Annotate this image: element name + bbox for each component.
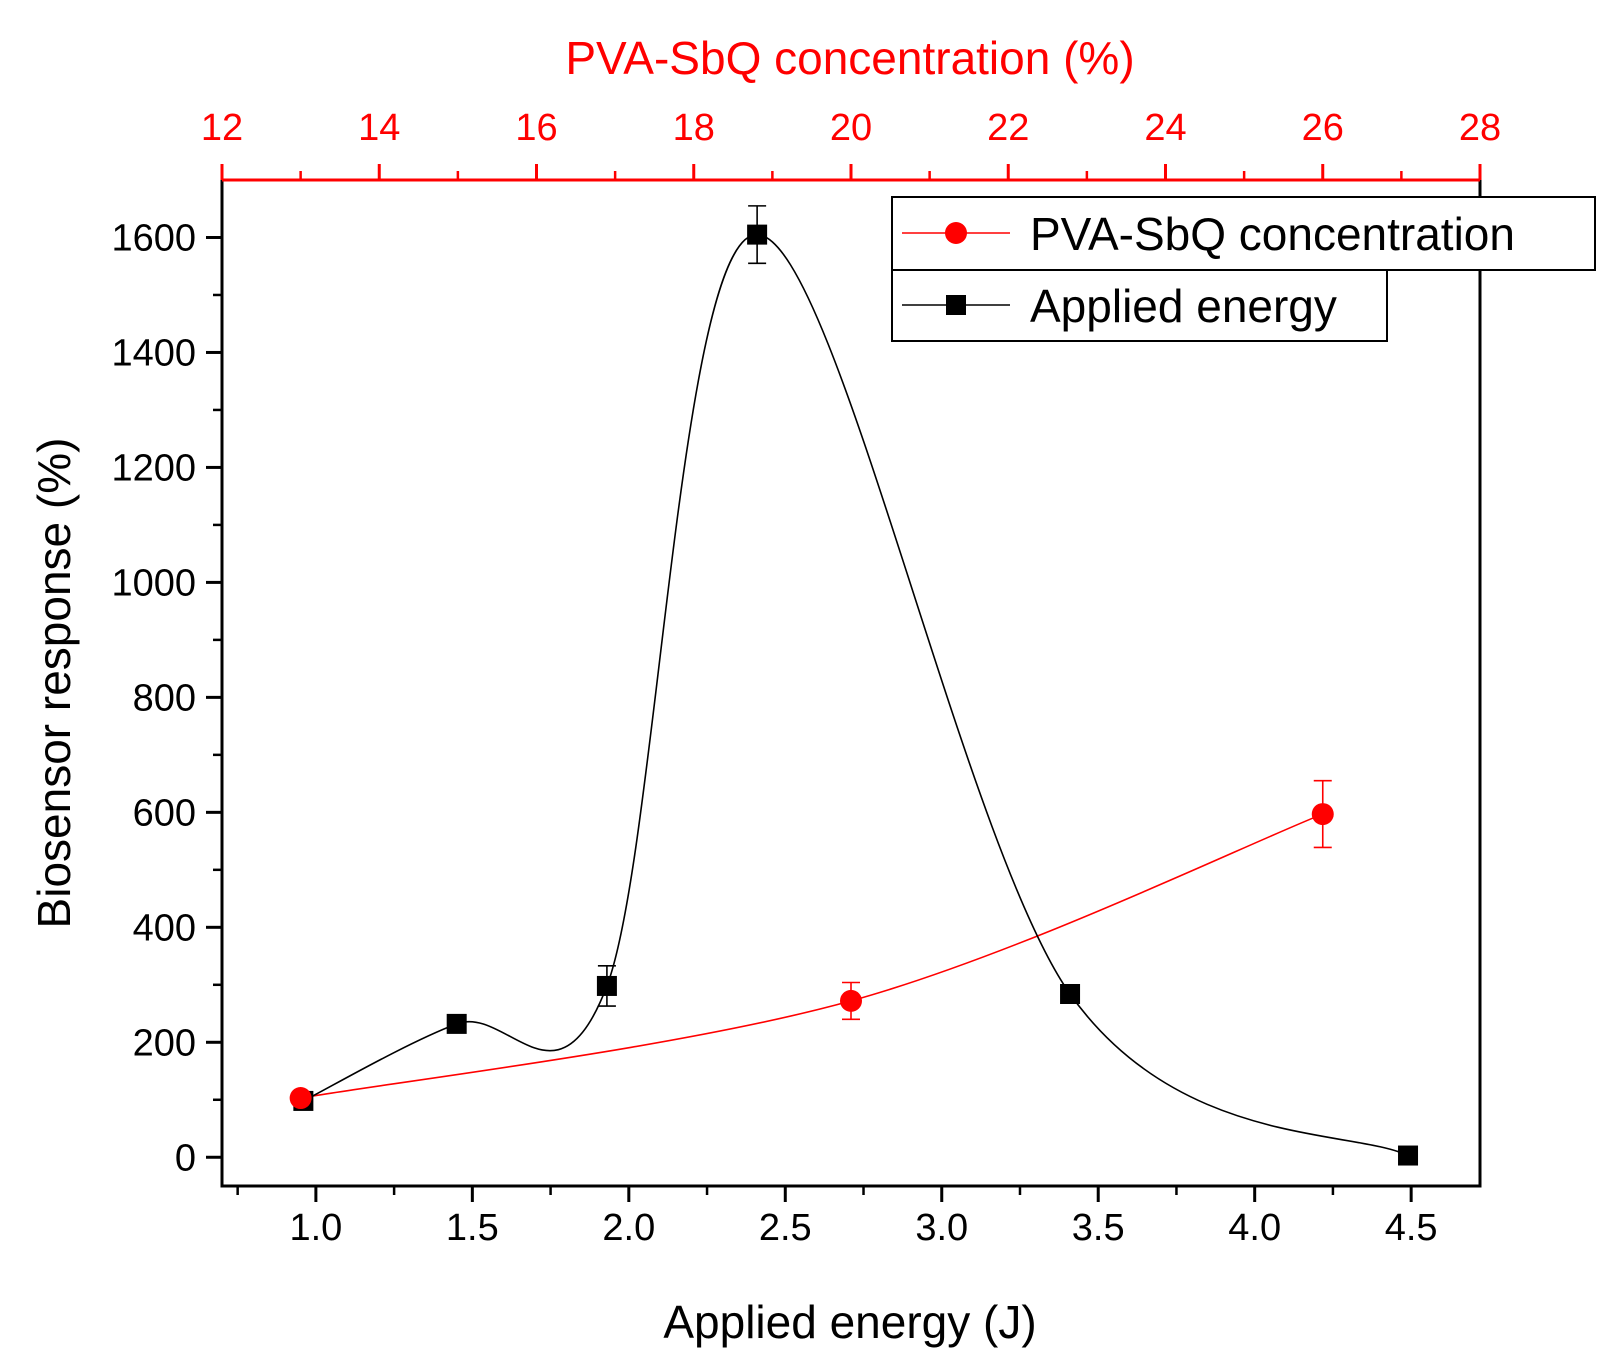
x-tick-label: 4.5 [1385,1207,1438,1249]
series-line-1 [303,233,1409,1157]
x-tick-label: 2.5 [759,1207,812,1249]
y-tick-label: 200 [133,1022,196,1064]
y-tick-label: 1600 [111,217,196,259]
data-point-square [1060,983,1081,1004]
bottom-axis-ticks: 1.0 1.5 2.0 2.5 3.0 3.5 4.0 4.5 [236,1186,1438,1249]
x-tick-label: 1.5 [446,1207,499,1249]
x-tick-label: 1.0 [289,1207,342,1249]
legend: PVA-SbQ concentration Applied energy [891,196,1596,342]
legend-label-2: Applied energy [1030,280,1337,332]
y-tick-label: 0 [175,1137,196,1179]
data-point-square [596,975,617,996]
top-tick-label: 22 [987,107,1029,149]
legend-marker-1 [945,222,967,244]
x-tick-label: 3.0 [915,1207,968,1249]
data-point-circle [1311,803,1334,826]
y-axis-title: Biosensor response (%) [28,438,80,929]
y-tick-label: 400 [133,907,196,949]
x-tick-label: 4.0 [1228,1207,1281,1249]
series-curves [300,233,1409,1157]
data-point-circle [289,1087,312,1110]
series-line-0 [300,813,1324,1099]
top-tick-label: 16 [515,107,557,149]
y-tick-label: 600 [133,792,196,834]
data-point-square [1398,1145,1419,1166]
top-tick-label: 28 [1459,107,1501,149]
legend-label-1: PVA-SbQ concentration [1030,208,1515,260]
y-tick-label: 1000 [111,562,196,604]
error-bars [597,205,1332,1021]
top-tick-label: 20 [830,107,872,149]
data-point-square [446,1013,467,1034]
left-axis-ticks: 0 200 400 600 800 1000 1200 1400 1600 [111,217,222,1179]
top-tick-label: 24 [1144,107,1186,149]
top-tick-label: 18 [673,107,715,149]
data-point-circle [840,989,862,1012]
series-markers [289,224,1419,1166]
data-point-square [747,224,768,245]
top-tick-label: 26 [1302,107,1344,149]
y-tick-label: 1200 [111,447,196,489]
x-axis-bottom-title: Applied energy (J) [663,1296,1036,1348]
y-tick-label: 800 [133,677,196,719]
legend-marker-2 [946,295,966,315]
top-axis-ticks: 12 14 16 18 20 22 24 26 28 [201,107,1501,180]
x-tick-label: 2.0 [602,1207,655,1249]
x-axis-top-title: PVA-SbQ concentration (%) [565,32,1134,84]
x-tick-label: 3.5 [1072,1207,1125,1249]
y-tick-label: 1400 [111,332,196,374]
top-tick-label: 12 [201,107,243,149]
top-tick-label: 14 [358,107,400,149]
